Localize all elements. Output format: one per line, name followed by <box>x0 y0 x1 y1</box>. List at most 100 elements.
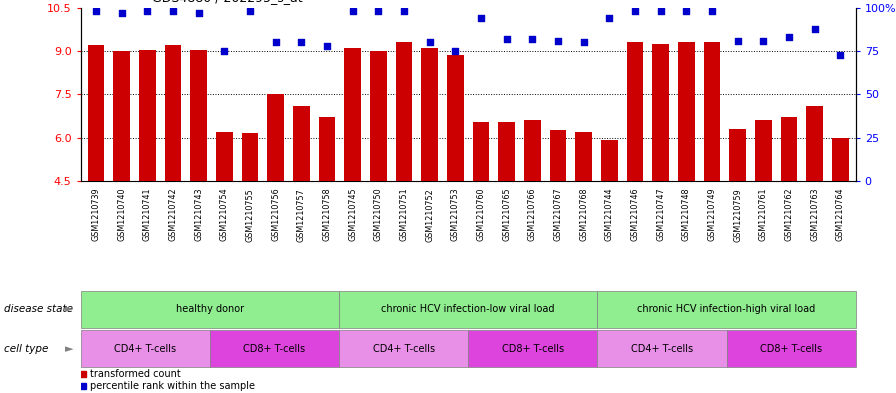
Point <box>474 15 488 21</box>
Text: percentile rank within the sample: percentile rank within the sample <box>90 382 255 391</box>
Bar <box>242 133 258 181</box>
Text: GSM1210750: GSM1210750 <box>374 188 383 241</box>
Point <box>89 8 103 15</box>
Text: GSM1210764: GSM1210764 <box>836 188 845 241</box>
Text: GSM1210745: GSM1210745 <box>349 188 358 241</box>
Point <box>499 36 513 42</box>
Point <box>243 8 257 15</box>
Bar <box>575 132 592 181</box>
Bar <box>524 120 540 181</box>
Point <box>679 8 694 15</box>
Bar <box>447 55 463 181</box>
Point <box>628 8 642 15</box>
Bar <box>549 130 566 181</box>
Text: GSM1210754: GSM1210754 <box>220 188 228 241</box>
Text: CD8+ T-cells: CD8+ T-cells <box>760 344 823 354</box>
Bar <box>319 118 335 181</box>
Bar <box>293 106 310 181</box>
Text: ►: ► <box>65 344 73 354</box>
Point <box>448 48 462 54</box>
Text: GSM1210756: GSM1210756 <box>271 188 280 241</box>
Point <box>320 43 334 49</box>
Text: GSM1210761: GSM1210761 <box>759 188 768 241</box>
Text: GDS4880 / 202295_s_at: GDS4880 / 202295_s_at <box>152 0 303 4</box>
Text: GSM1210746: GSM1210746 <box>631 188 640 241</box>
Point <box>576 39 590 46</box>
Bar <box>339 291 598 328</box>
Text: GSM1210768: GSM1210768 <box>579 188 588 241</box>
Bar <box>626 42 643 181</box>
Text: GSM1210760: GSM1210760 <box>477 188 486 241</box>
Text: GSM1210765: GSM1210765 <box>502 188 511 241</box>
Bar <box>190 50 207 181</box>
Point <box>166 8 180 15</box>
Text: GSM1210759: GSM1210759 <box>733 188 742 242</box>
Bar <box>755 120 771 181</box>
Text: GSM1210743: GSM1210743 <box>194 188 203 241</box>
Text: disease state: disease state <box>4 305 73 314</box>
Bar <box>139 50 156 181</box>
Bar <box>806 106 823 181</box>
Text: CD4+ T-cells: CD4+ T-cells <box>373 344 435 354</box>
Text: GSM1210748: GSM1210748 <box>682 188 691 241</box>
Point <box>423 39 437 46</box>
Point <box>653 8 668 15</box>
Text: CD4+ T-cells: CD4+ T-cells <box>114 344 177 354</box>
Bar <box>729 129 746 181</box>
Text: GSM1210742: GSM1210742 <box>168 188 177 241</box>
Bar <box>344 48 361 181</box>
Point <box>140 8 154 15</box>
Bar <box>165 45 181 181</box>
Text: ►: ► <box>65 305 73 314</box>
Text: CD8+ T-cells: CD8+ T-cells <box>244 344 306 354</box>
Point <box>371 8 385 15</box>
Point <box>269 39 283 46</box>
Bar <box>81 330 210 367</box>
Bar <box>396 42 412 181</box>
Bar <box>421 48 438 181</box>
Point <box>115 10 129 16</box>
Text: CD4+ T-cells: CD4+ T-cells <box>631 344 693 354</box>
Point <box>346 8 360 15</box>
Point <box>602 15 616 21</box>
Text: GSM1210767: GSM1210767 <box>554 188 563 241</box>
Bar <box>601 140 617 181</box>
Text: GSM1210763: GSM1210763 <box>810 188 819 241</box>
Bar <box>703 42 720 181</box>
Point <box>192 10 206 16</box>
Point <box>525 36 539 42</box>
Text: cell type: cell type <box>4 344 49 354</box>
Bar <box>114 51 130 181</box>
Bar <box>832 138 849 181</box>
Bar <box>678 42 694 181</box>
Text: CD8+ T-cells: CD8+ T-cells <box>502 344 564 354</box>
Text: GSM1210741: GSM1210741 <box>142 188 151 241</box>
Text: GSM1210739: GSM1210739 <box>91 188 100 241</box>
Bar <box>468 330 598 367</box>
Text: healthy donor: healthy donor <box>176 305 244 314</box>
Text: GSM1210762: GSM1210762 <box>785 188 794 241</box>
Text: chronic HCV infection-low viral load: chronic HCV infection-low viral load <box>382 305 555 314</box>
Bar <box>473 122 489 181</box>
Text: GSM1210766: GSM1210766 <box>528 188 537 241</box>
Bar <box>88 45 104 181</box>
Text: GSM1210749: GSM1210749 <box>708 188 717 241</box>
Bar <box>370 51 387 181</box>
Point <box>807 26 822 32</box>
Text: GSM1210740: GSM1210740 <box>117 188 126 241</box>
Point <box>397 8 411 15</box>
Bar <box>81 291 339 328</box>
Point <box>756 38 771 44</box>
Text: GSM1210752: GSM1210752 <box>426 188 435 242</box>
Bar <box>339 330 469 367</box>
Point <box>730 38 745 44</box>
Bar <box>498 122 515 181</box>
Bar <box>598 291 856 328</box>
Text: GSM1210757: GSM1210757 <box>297 188 306 242</box>
Text: GSM1210751: GSM1210751 <box>400 188 409 241</box>
Text: GSM1210755: GSM1210755 <box>246 188 254 242</box>
Point <box>782 34 797 40</box>
Text: transformed count: transformed count <box>90 369 181 379</box>
Text: chronic HCV infection-high viral load: chronic HCV infection-high viral load <box>637 305 815 314</box>
Point <box>705 8 719 15</box>
